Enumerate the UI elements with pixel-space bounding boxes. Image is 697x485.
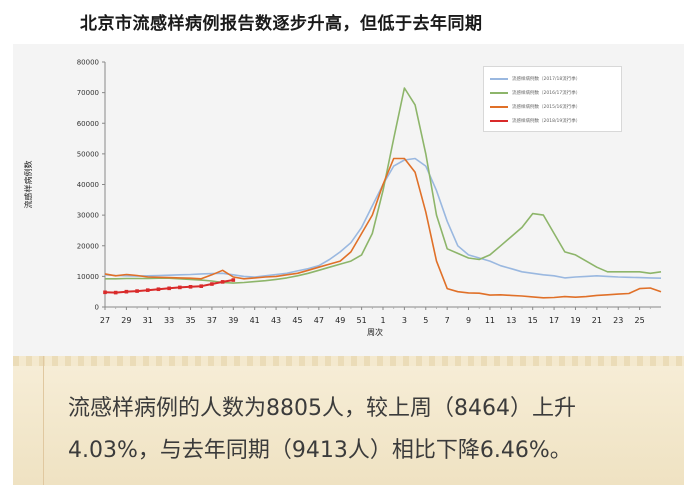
x-tick-label: 27 — [100, 316, 110, 325]
x-tick-label: 51 — [357, 316, 367, 325]
data-point-marker — [178, 285, 182, 290]
series-line-3 — [104, 157, 662, 299]
legend-entry: 流感样病例数（2018/19流行季） — [490, 115, 580, 127]
x-tick-label: 47 — [314, 316, 324, 325]
data-point-marker — [199, 284, 204, 288]
legend-label: 流感样病例数（2017/18流行季） — [512, 77, 581, 82]
x-tick-label: 31 — [143, 316, 153, 325]
x-axis-title: 周次 — [367, 327, 383, 337]
x-tick-label: 19 — [570, 316, 580, 325]
legend-label: 流感样病例数（2018/19流行季） — [512, 119, 581, 124]
x-tick-label: 23 — [613, 316, 623, 325]
x-tick-label: 29 — [121, 316, 131, 325]
data-point-marker — [167, 286, 171, 291]
data-point-marker — [188, 284, 193, 289]
data-point-marker — [103, 290, 107, 295]
chart-panel: 0 10000 20000 30000 40000 50000 60000 70000 8000… — [13, 44, 684, 356]
paper-torn-edge — [13, 356, 684, 366]
x-tick-label: 17 — [549, 316, 559, 325]
legend-swatch — [490, 92, 508, 94]
x-tick-label: 21 — [592, 316, 602, 325]
x-tick-label: 45 — [292, 316, 302, 325]
x-tick-label: 3 — [402, 316, 407, 325]
y-tick-label: 0 — [95, 304, 99, 312]
y-tick-label: 30000 — [77, 212, 99, 220]
y-tick-label: 50000 — [77, 150, 99, 158]
summary-line-1: 流感样病例的人数为8805人，较上周（8464）上升 — [68, 396, 576, 421]
x-tick-label: 1 — [380, 316, 385, 325]
legend-swatch — [490, 120, 508, 122]
data-point-marker — [145, 288, 150, 292]
x-tick-label: 35 — [185, 316, 195, 325]
summary-text: 流感样病例的人数为8805人，较上周（8464）上升 4.03%，与去年同期（9… — [68, 388, 668, 472]
x-tick-label: 11 — [485, 316, 495, 325]
summary-note: 流感样病例的人数为8805人，较上周（8464）上升 4.03%，与去年同期（9… — [13, 356, 684, 485]
x-tick-label: 15 — [528, 316, 538, 325]
data-point-marker — [220, 280, 225, 284]
data-point-marker — [113, 290, 118, 295]
legend-entry: 流感样病例数（2015/16流行季） — [490, 101, 580, 113]
x-tick-label: 25 — [635, 316, 645, 325]
page-headline: 北京市流感样病例报告数逐步升高，但低于去年同期 — [80, 14, 483, 34]
x-tick-label: 43 — [271, 316, 281, 325]
x-tick-label: 9 — [466, 316, 471, 325]
summary-line-2: 4.03%，与去年同期（9413人）相比下降6.46%。 — [68, 438, 572, 463]
x-tick-label: 7 — [445, 316, 450, 325]
paper-margin-line — [43, 356, 44, 485]
series-line-2 — [105, 87, 662, 284]
legend-entry: 流感样病例数（2017/18流行季） — [490, 73, 580, 85]
y-tick-label: 10000 — [77, 273, 99, 281]
x-tick-label: 37 — [207, 316, 217, 325]
x-tick-label: 33 — [164, 316, 174, 325]
legend-label: 流感样病例数（2016/17流行季） — [512, 91, 581, 96]
chart-legend: 流感样病例数（2017/18流行季） 流感样病例数（2016/17流行季） 流感样病… — [483, 66, 622, 132]
line-chart: 0 10000 20000 30000 40000 50000 60000 70000 8000… — [23, 59, 662, 337]
y-tick-label: 70000 — [77, 89, 99, 97]
x-tick-label: 13 — [506, 316, 516, 325]
y-tick-label: 20000 — [77, 242, 99, 250]
data-point-marker — [156, 287, 161, 292]
data-point-marker — [231, 278, 236, 282]
x-tick-label: 39 — [228, 316, 238, 325]
x-tick-label: 41 — [250, 316, 260, 325]
data-point-marker — [135, 289, 139, 293]
data-point-marker — [210, 282, 214, 286]
legend-swatch — [490, 78, 508, 80]
y-tick-label: 60000 — [77, 120, 99, 128]
y-tick-label: 40000 — [77, 181, 99, 189]
x-tick-label: 5 — [423, 316, 428, 325]
legend-label: 流感样病例数（2015/16流行季） — [512, 105, 581, 110]
series-line-1 — [104, 157, 662, 279]
x-tick-label: 49 — [335, 316, 345, 325]
legend-swatch — [490, 106, 508, 108]
y-axis-title: 流感样病例数 — [23, 161, 33, 209]
legend-entry: 流感样病例数（2016/17流行季） — [490, 87, 580, 99]
y-tick-label: 80000 — [77, 59, 99, 67]
data-point-marker — [124, 289, 129, 294]
